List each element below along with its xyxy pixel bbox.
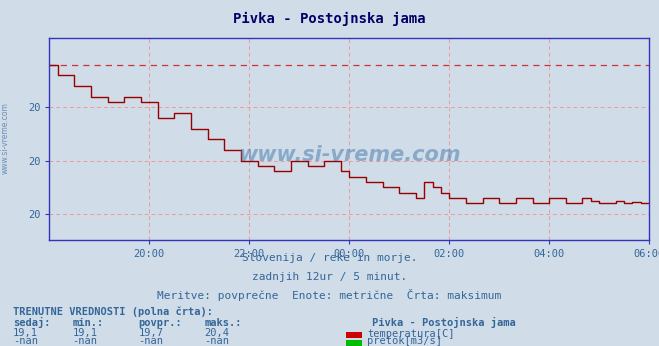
Text: -nan: -nan — [204, 336, 229, 346]
Text: Pivka - Postojnska jama: Pivka - Postojnska jama — [233, 12, 426, 26]
Text: -nan: -nan — [13, 336, 38, 346]
Text: sedaj:: sedaj: — [13, 317, 51, 328]
Text: www.si-vreme.com: www.si-vreme.com — [238, 145, 461, 165]
Text: maks.:: maks.: — [204, 318, 242, 328]
Text: temperatura[C]: temperatura[C] — [367, 329, 455, 339]
Text: Slovenija / reke in morje.: Slovenija / reke in morje. — [242, 253, 417, 263]
Text: www.si-vreme.com: www.si-vreme.com — [1, 102, 10, 174]
Text: 19,1: 19,1 — [13, 328, 38, 338]
Text: min.:: min.: — [72, 318, 103, 328]
Text: Pivka - Postojnska jama: Pivka - Postojnska jama — [372, 317, 516, 328]
Text: Meritve: povprečne  Enote: metrične  Črta: maksimum: Meritve: povprečne Enote: metrične Črta:… — [158, 289, 501, 301]
Text: pretok[m3/s]: pretok[m3/s] — [367, 336, 442, 346]
Text: 20,4: 20,4 — [204, 328, 229, 338]
Text: -nan: -nan — [72, 336, 98, 346]
Text: -nan: -nan — [138, 336, 163, 346]
Text: povpr.:: povpr.: — [138, 318, 182, 328]
Text: 19,7: 19,7 — [138, 328, 163, 338]
Text: TRENUTNE VREDNOSTI (polna črta):: TRENUTNE VREDNOSTI (polna črta): — [13, 306, 213, 317]
Text: zadnjih 12ur / 5 minut.: zadnjih 12ur / 5 minut. — [252, 272, 407, 282]
Text: 19,1: 19,1 — [72, 328, 98, 338]
